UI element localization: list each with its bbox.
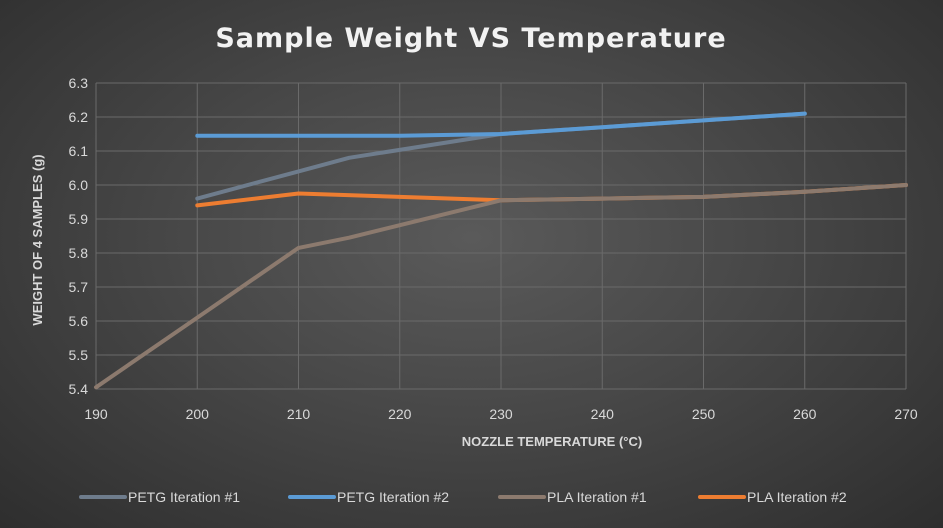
chart-title: Sample Weight VS Temperature (215, 23, 726, 54)
y-tick-label: 5.8 (69, 245, 89, 261)
legend-label: PETG Iteration #1 (128, 489, 240, 505)
legend-item: PLA Iteration #2 (698, 489, 847, 505)
x-tick-label: 260 (793, 406, 817, 422)
x-tick-label: 220 (388, 406, 412, 422)
y-axis-title: WEIGHT OF 4 SAMPLES (g) (30, 154, 45, 325)
x-tick-label: 250 (692, 406, 716, 422)
y-tick-label: 5.4 (69, 381, 89, 397)
y-tick-label: 5.6 (69, 313, 89, 329)
legend: PETG Iteration #1 PETG Iteration #2 PLA It… (79, 489, 847, 505)
series-lines (94, 111, 908, 390)
y-tick-label: 6.2 (69, 109, 89, 125)
legend-label: PETG Iteration #2 (337, 489, 449, 505)
x-tick-label: 200 (186, 406, 210, 422)
x-tick-label: 210 (287, 406, 311, 422)
x-tick-label: 230 (489, 406, 513, 422)
x-tick-label: 190 (84, 406, 108, 422)
x-tick-label: 240 (591, 406, 615, 422)
y-tick-label: 6.3 (69, 75, 89, 91)
y-tick-label: 5.7 (69, 279, 89, 295)
legend-item: PETG Iteration #2 (288, 489, 449, 505)
y-tick-label: 6.0 (69, 177, 89, 193)
series-line-petg-iteration-2 (195, 111, 807, 138)
y-tick-label: 5.9 (69, 211, 89, 227)
legend-item: PLA Iteration #1 (498, 489, 647, 505)
legend-item: PETG Iteration #1 (79, 489, 240, 505)
tick-labels: 5.4 5.5 5.6 5.7 5.8 5.9 6.0 6.1 6.2 6.3 190 200 210 2… (69, 75, 918, 422)
y-tick-label: 5.5 (69, 347, 89, 363)
x-axis-title: NOZZLE TEMPERATURE (°C) (462, 434, 642, 449)
grid (95, 82, 907, 390)
legend-label: PLA Iteration #2 (747, 489, 847, 505)
y-tick-label: 6.1 (69, 143, 89, 159)
legend-label: PLA Iteration #1 (547, 489, 647, 505)
x-tick-label: 270 (894, 406, 918, 422)
series-line-pla-iteration-2 (195, 183, 908, 208)
series-line-pla-iteration-1 (94, 183, 908, 390)
